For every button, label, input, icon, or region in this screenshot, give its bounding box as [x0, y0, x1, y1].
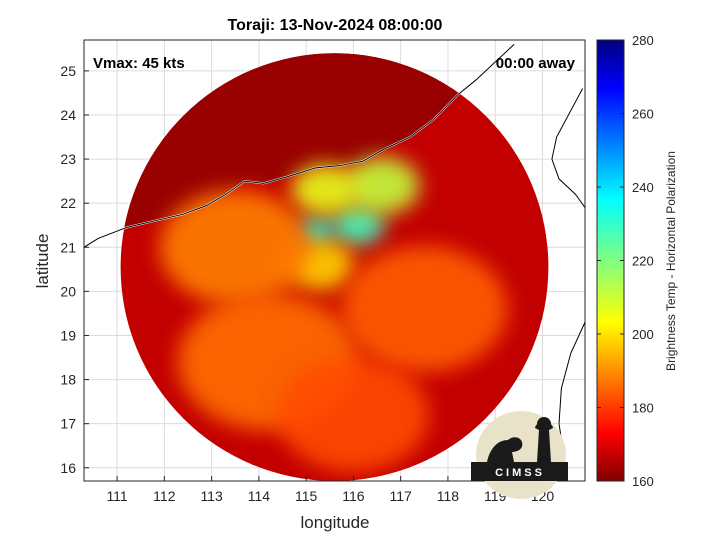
colorbar-gradient	[596, 39, 625, 482]
away-annotation: 00:00 away	[496, 55, 576, 72]
x-tick-label: 118	[437, 488, 460, 504]
coastline-china-outline	[84, 44, 515, 248]
logo-dish-icon	[487, 437, 523, 462]
y-tick-label: 19	[60, 327, 76, 343]
brightness-feature	[291, 164, 360, 216]
x-tick-label: 116	[342, 488, 365, 504]
logo-tower-icon	[535, 422, 553, 462]
colorbar-tick-label: 160	[632, 474, 654, 489]
y-tick-label: 17	[60, 416, 76, 432]
colorbar-tick-label: 240	[632, 180, 654, 195]
colorbar-tick-label: 260	[632, 107, 654, 122]
colorbar-tick-label: 180	[632, 401, 654, 416]
y-ticks: 16 17 18 19 20 21 22 23 24 25	[60, 63, 89, 476]
brightness-feature	[331, 205, 385, 246]
x-axis-label: longitude	[300, 513, 369, 532]
brightness-feature	[277, 357, 430, 473]
x-tick-label: 117	[390, 488, 413, 504]
brightness-feature	[341, 245, 508, 373]
y-tick-label: 18	[60, 372, 76, 388]
colorbar-label: Brightness Temp - Horizontal Polarizatio…	[664, 151, 678, 371]
logo-tower-top-icon	[537, 417, 551, 431]
coastlines-outside	[84, 44, 585, 455]
coastline-hainan	[84, 286, 97, 341]
coastline-luzon-outline	[558, 322, 585, 455]
coastline-taiwan-outline	[551, 88, 585, 208]
plot-area: 111 112 113 114 115 116 117 118 119 120 161718192…	[60, 39, 586, 504]
y-tick-label: 22	[60, 195, 76, 211]
logo-text: CIMSS	[495, 467, 545, 479]
vmax-annotation: Vmax: 45 kts	[93, 55, 185, 72]
colorbar-tick-label: 220	[632, 254, 654, 269]
y-tick-label: 23	[60, 151, 76, 167]
y-tick-label: 16	[60, 460, 76, 476]
y-tick-label: 24	[60, 107, 76, 123]
axes-frame	[83, 39, 586, 482]
x-tick-label: 113	[200, 488, 223, 504]
chart-title: Toraji: 13-Nov-2024 08:00:00	[228, 17, 443, 34]
y-tick-label: 21	[60, 239, 76, 255]
colorbar: 160 180 200 220 240 260 280 Brightness Temp - …	[596, 33, 678, 489]
colorbar-ticks: 160 180 200 220 240 260 280	[597, 33, 654, 489]
colorbar-tick-label: 280	[632, 33, 654, 48]
y-axis-label: latitude	[33, 234, 52, 289]
x-ticks: 111 112 113 114 115 116 117 118 119 120	[106, 476, 554, 504]
colorbar-tick-label: 200	[632, 327, 654, 342]
brightness-feature	[159, 189, 311, 305]
x-tick-label: 111	[106, 488, 127, 504]
y-tick-label: 25	[60, 63, 76, 79]
y-tick-label: 20	[60, 283, 76, 299]
logo-banner	[471, 462, 568, 481]
x-tick-label: 112	[153, 488, 176, 504]
brightness-feature	[343, 156, 420, 215]
x-tick-label: 115	[295, 488, 318, 504]
x-tick-label: 114	[248, 488, 271, 504]
cimss-logo: CIMSS	[471, 411, 568, 499]
